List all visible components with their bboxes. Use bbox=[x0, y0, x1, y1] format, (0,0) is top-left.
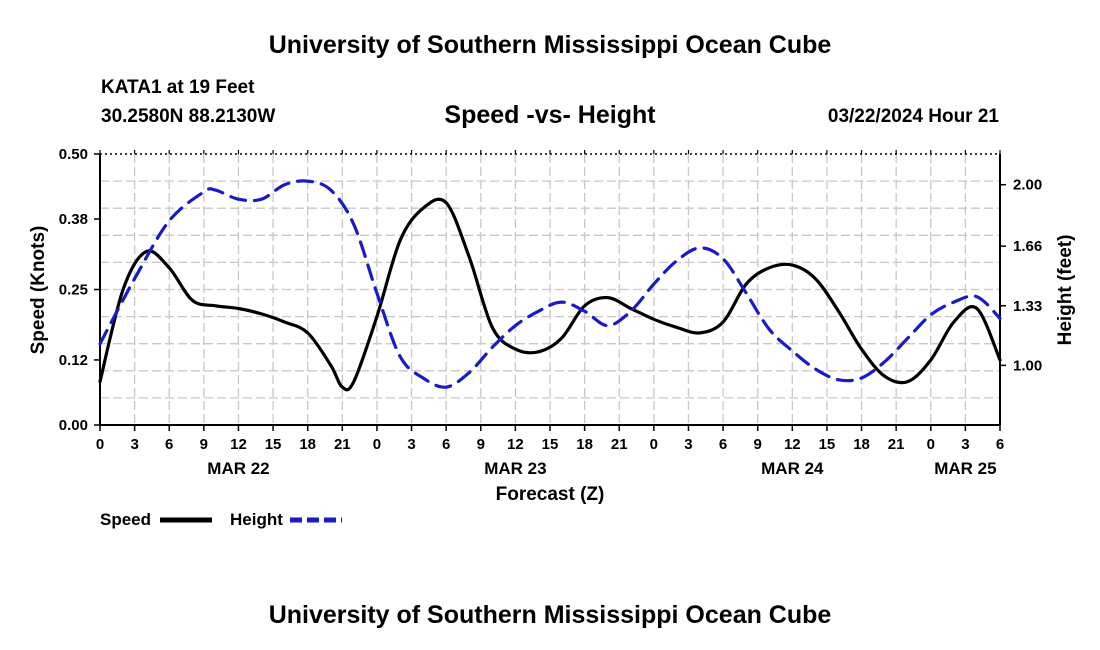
x-tick-label: 12 bbox=[230, 436, 247, 453]
y-left-tick-label: 0.50 bbox=[59, 146, 88, 163]
x-tick-label: 3 bbox=[961, 436, 969, 453]
chart-title: Speed -vs- Height bbox=[444, 101, 656, 129]
y-left-tick-label: 0.12 bbox=[59, 352, 88, 369]
page-title: University of Southern Mississippi Ocean… bbox=[268, 31, 832, 59]
date-label: MAR 23 bbox=[484, 459, 546, 478]
x-tick-label: 18 bbox=[299, 436, 316, 453]
y-axis-label-left: Speed (Knots) bbox=[28, 226, 49, 355]
station-label: KATA1 at 19 Feet bbox=[101, 77, 255, 98]
chart-tick-labels: 0 3 6 9 12 15 18 21 0 3 6 9 12 15 18 21 0 3 6 9 12 15 18 21 0 3 6M… bbox=[59, 146, 1042, 478]
y-axis-label-right: Height (feet) bbox=[1055, 235, 1076, 346]
y-right-tick-label: 1.66 bbox=[1013, 238, 1042, 255]
y-right-tick-label: 2.00 bbox=[1013, 177, 1042, 194]
x-tick-label: 12 bbox=[507, 436, 524, 453]
x-tick-label: 15 bbox=[819, 436, 836, 453]
y-right-tick-label: 1.33 bbox=[1013, 298, 1042, 315]
x-tick-label: 18 bbox=[576, 436, 593, 453]
chart-grid bbox=[100, 154, 1000, 425]
chart-series bbox=[98, 179, 1002, 392]
legend-speed-label: Speed bbox=[100, 510, 151, 529]
x-tick-label: 3 bbox=[684, 436, 692, 453]
x-tick-label: 21 bbox=[334, 436, 351, 453]
x-tick-label: 9 bbox=[200, 436, 208, 453]
x-tick-label: 0 bbox=[650, 436, 658, 453]
date-label: MAR 24 bbox=[761, 459, 824, 478]
x-tick-label: 3 bbox=[130, 436, 138, 453]
station-coordinates: 30.2580N 88.2130W bbox=[101, 106, 276, 127]
date-label: MAR 25 bbox=[934, 459, 996, 478]
x-tick-label: 6 bbox=[165, 436, 173, 453]
x-tick-label: 0 bbox=[96, 436, 104, 453]
y-right-tick-label: 1.00 bbox=[1013, 357, 1042, 374]
x-tick-label: 6 bbox=[719, 436, 727, 453]
x-tick-label: 12 bbox=[784, 436, 801, 453]
date-label: MAR 22 bbox=[207, 459, 269, 478]
footer-title: University of Southern Mississippi Ocean… bbox=[268, 601, 832, 629]
x-axis-label: Forecast (Z) bbox=[496, 484, 605, 505]
speed-series-line bbox=[98, 197, 1002, 392]
x-tick-label: 3 bbox=[407, 436, 415, 453]
y-left-tick-label: 0.00 bbox=[59, 417, 88, 434]
forecast-date-hour: 03/22/2024 Hour 21 bbox=[827, 106, 999, 127]
x-tick-label: 18 bbox=[853, 436, 870, 453]
x-tick-label: 0 bbox=[927, 436, 935, 453]
x-tick-label: 9 bbox=[477, 436, 485, 453]
x-tick-label: 0 bbox=[373, 436, 381, 453]
y-left-tick-label: 0.38 bbox=[59, 211, 88, 228]
height-series-line bbox=[98, 179, 1002, 389]
y-left-tick-label: 0.25 bbox=[59, 282, 88, 299]
x-tick-label: 21 bbox=[888, 436, 905, 453]
x-tick-label: 6 bbox=[996, 436, 1004, 453]
x-tick-label: 9 bbox=[754, 436, 762, 453]
x-tick-label: 15 bbox=[542, 436, 559, 453]
x-tick-label: 6 bbox=[442, 436, 450, 453]
legend-height-label: Height bbox=[230, 510, 283, 529]
legend: Speed Height bbox=[100, 510, 342, 529]
x-tick-label: 15 bbox=[265, 436, 282, 453]
x-tick-label: 21 bbox=[611, 436, 628, 453]
